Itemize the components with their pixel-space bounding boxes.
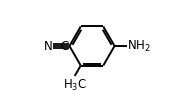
Text: NH$_2$: NH$_2$	[127, 38, 151, 54]
Text: H$_3$C: H$_3$C	[63, 78, 87, 93]
Text: N: N	[43, 39, 52, 53]
Text: C: C	[61, 39, 69, 53]
